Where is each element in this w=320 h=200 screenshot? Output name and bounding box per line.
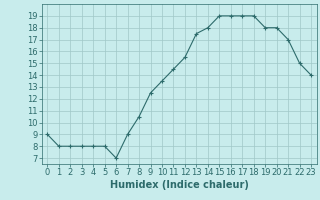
X-axis label: Humidex (Indice chaleur): Humidex (Indice chaleur) xyxy=(110,180,249,190)
